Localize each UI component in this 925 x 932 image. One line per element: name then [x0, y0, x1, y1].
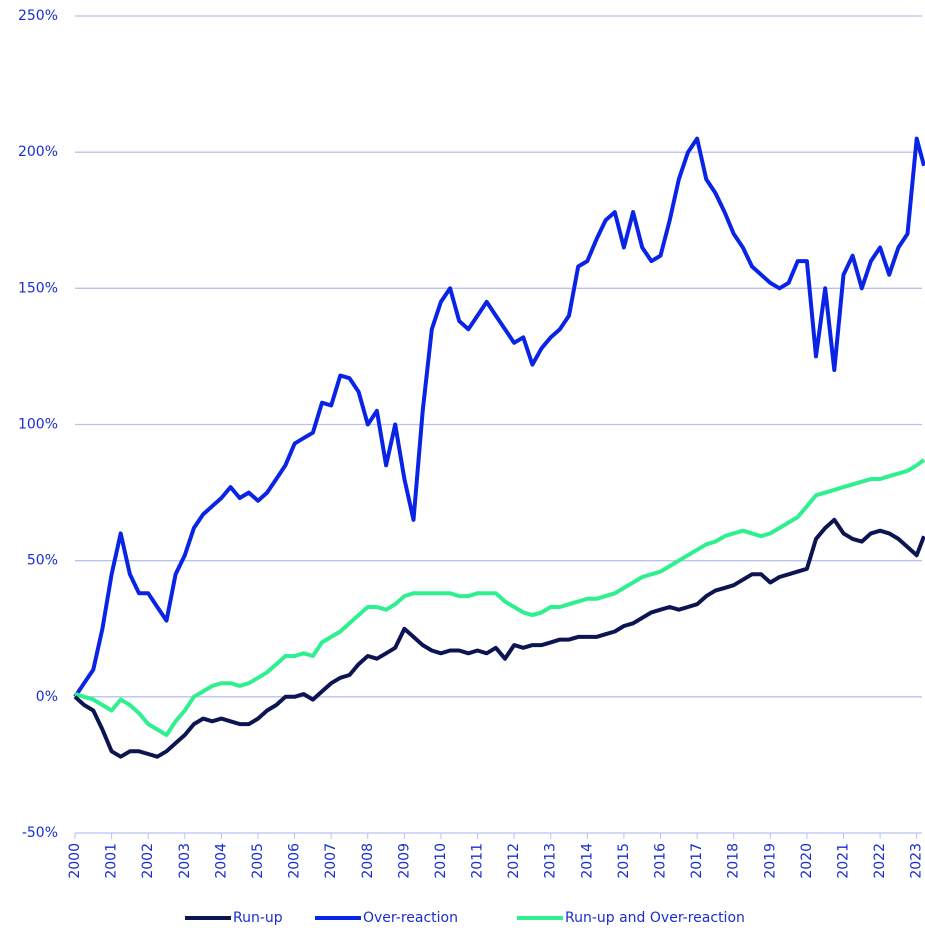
- series-line: [73, 517, 925, 759]
- x-tick-label: 2018: [726, 843, 742, 879]
- x-tick-label: 2008: [360, 843, 376, 879]
- x-tick-label: 2021: [835, 843, 851, 879]
- x-tick-label: 2022: [872, 843, 888, 879]
- y-tick-label: 0%: [36, 689, 58, 705]
- x-tick-label: 2000: [67, 843, 83, 879]
- legend-label: Run-up: [233, 910, 283, 926]
- y-tick-label: 50%: [27, 553, 58, 569]
- legend-label: Run-up and Over-reaction: [565, 910, 745, 926]
- x-tick-label: 2016: [653, 843, 669, 879]
- y-tick-label: 100%: [18, 417, 58, 433]
- x-tick-label: 2019: [762, 843, 778, 879]
- x-tick-label: 2003: [177, 843, 193, 879]
- legend-label: Over-reaction: [363, 910, 458, 926]
- x-tick-label: 2023: [909, 843, 925, 879]
- x-tick-label: 2020: [799, 843, 815, 879]
- x-tick-label: 2010: [433, 843, 449, 879]
- series-line: [74, 458, 925, 737]
- x-tick-label: 2005: [250, 843, 266, 879]
- y-tick-label: 250%: [18, 8, 58, 24]
- x-tick-label: 2004: [213, 843, 229, 879]
- x-tick-label: 2007: [323, 843, 339, 879]
- y-tick-label: 150%: [18, 280, 58, 296]
- y-tick-label: -50%: [22, 825, 58, 841]
- x-tick-label: 2013: [543, 843, 559, 879]
- x-tick-label: 2015: [616, 843, 632, 879]
- x-tick-label: 2009: [396, 843, 412, 879]
- x-tick-label: 2002: [140, 843, 156, 879]
- y-tick-label: 200%: [18, 144, 58, 160]
- x-tick-label: 2011: [470, 843, 486, 879]
- x-tick-label: 2017: [689, 843, 705, 879]
- x-tick-label: 2012: [506, 843, 522, 879]
- series-line: [73, 136, 925, 698]
- x-tick-label: 2006: [287, 843, 303, 879]
- x-tick-label: 2014: [579, 843, 595, 879]
- x-tick-label: 2001: [104, 843, 120, 879]
